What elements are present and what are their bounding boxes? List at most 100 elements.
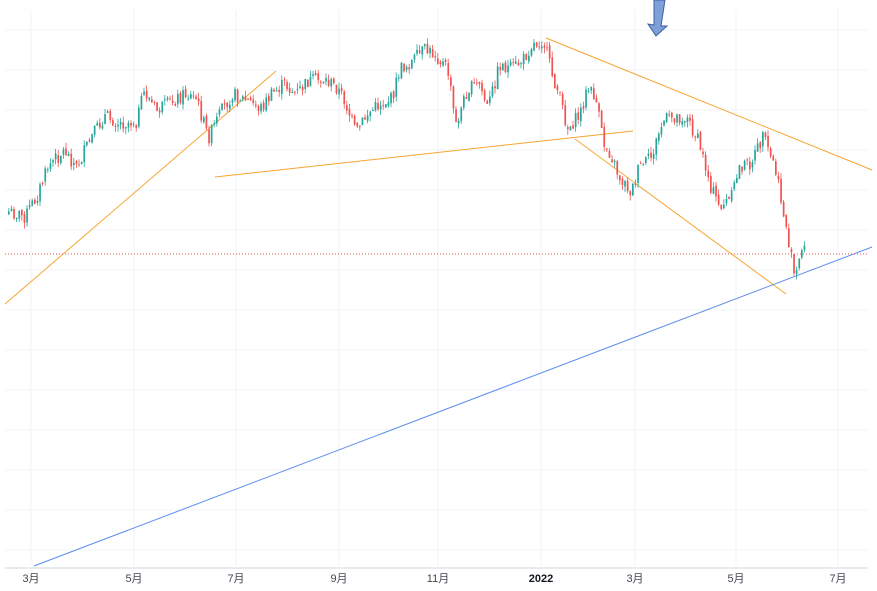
candle-down <box>314 73 317 76</box>
candle-down <box>785 214 788 227</box>
candle-up <box>416 49 418 54</box>
candle-up <box>309 76 312 87</box>
candle-down <box>473 82 476 84</box>
x-tick-label: 5月 <box>727 573 744 585</box>
candle-up <box>187 98 190 100</box>
candle-up <box>725 198 728 204</box>
candle-down <box>600 110 603 129</box>
candle-down <box>689 117 691 121</box>
candle-down <box>616 161 619 175</box>
x-tick-label: 2022 <box>529 573 553 585</box>
candle-down <box>728 197 730 199</box>
candle-down <box>130 122 132 126</box>
candle-down <box>153 102 156 104</box>
candle-down <box>408 67 411 70</box>
candle-down <box>320 81 322 83</box>
candle-down <box>236 89 239 103</box>
candle-down <box>382 105 385 107</box>
candle-down <box>702 151 704 155</box>
candle-up <box>374 102 377 111</box>
candle-down <box>145 90 148 99</box>
candle-up <box>515 61 517 64</box>
candle-down <box>512 62 515 64</box>
candle-up <box>106 111 109 113</box>
candle-up <box>28 205 31 208</box>
candle-up <box>62 149 65 155</box>
candle-up <box>216 116 218 124</box>
candle-down <box>673 118 676 123</box>
candle-up <box>86 141 88 146</box>
candle-up <box>231 99 234 103</box>
candle-down <box>252 99 255 104</box>
candle-down <box>504 62 507 73</box>
candle-up <box>143 91 145 95</box>
descending-resistance-line <box>545 37 873 171</box>
candle-up <box>647 153 650 156</box>
candle-down <box>720 204 723 210</box>
candle-down <box>694 136 697 138</box>
candle-down <box>710 175 712 193</box>
candle-up <box>385 104 387 108</box>
candle-up <box>411 59 413 69</box>
candle-up <box>239 100 242 102</box>
x-tick-label: 9月 <box>330 573 347 585</box>
candle-down <box>195 96 197 100</box>
candle-up <box>229 104 231 109</box>
x-axis: 3月 5月 7月 9月 11月 2022 3月 5月 7月 <box>22 573 846 585</box>
candle-down <box>197 98 200 102</box>
candle-down <box>65 148 67 156</box>
candle-down <box>564 105 567 126</box>
candle-up <box>203 117 205 123</box>
candle-up <box>712 187 715 194</box>
candle-down <box>465 97 468 100</box>
candle-up <box>424 44 426 47</box>
candle-up <box>372 109 374 111</box>
chart-grid <box>5 10 868 566</box>
candle-up <box>754 149 756 161</box>
candle-up <box>291 91 294 93</box>
candle-up <box>270 88 273 101</box>
candle-up <box>655 138 658 155</box>
candle-up <box>275 90 278 92</box>
x-tick-label: 5月 <box>125 573 142 585</box>
candle-up <box>299 86 301 88</box>
candle-up <box>658 133 660 141</box>
candle-up <box>161 101 164 113</box>
candle-down <box>717 194 720 205</box>
candle-down <box>301 86 304 91</box>
candle-up <box>379 105 382 110</box>
candle-up <box>587 90 590 92</box>
candle-down <box>257 106 260 111</box>
candle-up <box>322 81 325 84</box>
long-term-uptrend-line <box>33 246 873 567</box>
candle-down <box>759 142 762 149</box>
candle-down <box>582 106 585 109</box>
candle-down <box>223 103 226 105</box>
candle-down <box>546 47 548 49</box>
candle-up <box>574 113 577 128</box>
candle-down <box>184 89 187 98</box>
candle-up <box>140 96 143 110</box>
candle-up <box>580 107 582 122</box>
candle-up <box>400 62 403 79</box>
candle-down <box>122 122 125 129</box>
candle-up <box>684 120 686 123</box>
candle-down <box>611 159 613 163</box>
candle-down <box>494 86 496 89</box>
candle-up <box>138 107 140 127</box>
x-tick-label: 3月 <box>626 573 643 585</box>
candle-up <box>634 183 637 185</box>
candlesticks <box>8 38 806 280</box>
candle-down <box>499 67 502 71</box>
candle-down <box>691 119 694 136</box>
candle-up <box>304 78 307 89</box>
candle-down <box>715 185 717 197</box>
candle-up <box>496 66 499 90</box>
candle-up <box>125 127 127 129</box>
candle-up <box>221 103 223 111</box>
candle-down <box>452 86 455 109</box>
candle-up <box>213 123 216 125</box>
candle-down <box>226 102 229 108</box>
candle-down <box>559 91 561 93</box>
